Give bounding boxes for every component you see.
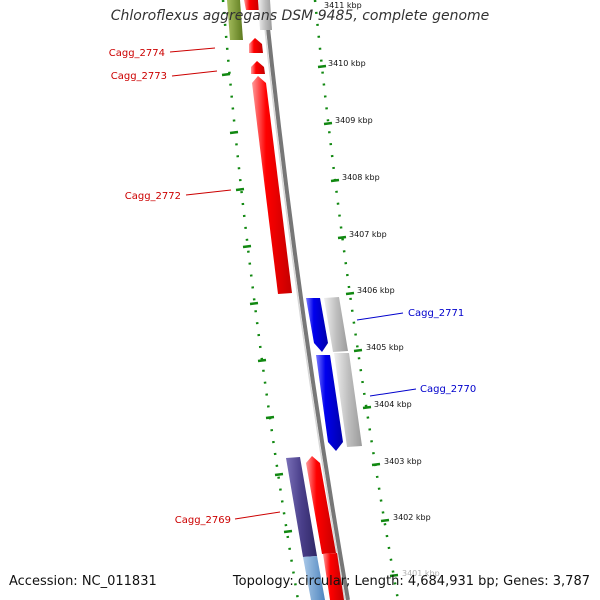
callout-line-2771 xyxy=(356,312,404,321)
right-tick-track xyxy=(313,0,400,600)
kbp-tick-label: 3404 kbp xyxy=(374,400,412,409)
kbp-tick-label: 3402 kbp xyxy=(393,513,431,522)
accession-label: Accession: NC_011831 xyxy=(9,574,157,589)
kbp-tick-label: 3405 kbp xyxy=(366,343,404,352)
gene-cagg-2770[interactable] xyxy=(316,355,343,451)
callout-line-2770 xyxy=(369,388,417,397)
kbp-tick-label: 3407 kbp xyxy=(349,230,387,239)
gene-callouts: Cagg_2774 Cagg_2773 Cagg_2772 Cagg_2771 … xyxy=(109,47,476,526)
gene-partial-bottom[interactable] xyxy=(323,553,344,600)
gene-cagg-2772[interactable] xyxy=(252,76,292,294)
backbone-line xyxy=(263,0,350,600)
gene-label-cagg-2771[interactable]: Cagg_2771 xyxy=(408,308,464,319)
callout-line-2773 xyxy=(171,70,218,77)
grey-feature-2771[interactable] xyxy=(324,297,348,352)
kbp-tick-label: 3403 kbp xyxy=(384,457,422,466)
gene-cagg-2769[interactable] xyxy=(306,456,336,554)
gene-label-cagg-2772[interactable]: Cagg_2772 xyxy=(125,191,181,202)
callout-line-2769 xyxy=(234,511,281,520)
kbp-tick-label: 3406 kbp xyxy=(357,286,395,295)
kbp-tick-label: 3411 kbp xyxy=(324,1,362,10)
gene-label-cagg-2769[interactable]: Cagg_2769 xyxy=(175,515,231,526)
gene-label-cagg-2774[interactable]: Cagg_2774 xyxy=(109,48,165,59)
grey-feature-2770[interactable] xyxy=(334,353,362,447)
feature-blocks xyxy=(227,0,362,600)
kbp-tick-label: 3408 kbp xyxy=(342,173,380,182)
kbp-tick-label: 3401 kbp xyxy=(402,569,440,578)
genome-info-label: Topology: circular; Length: 4,684,931 bp… xyxy=(232,574,590,589)
major-ticks xyxy=(221,64,399,578)
kbp-labels: 3411 kbp 3410 kbp 3409 kbp 3408 kbp 3407… xyxy=(324,1,440,578)
left-tick-track xyxy=(221,0,300,600)
gene-label-cagg-2773[interactable]: Cagg_2773 xyxy=(111,71,167,82)
backbone-highlight xyxy=(261,0,346,600)
gene-partial-top[interactable] xyxy=(244,0,260,10)
grey-feature-top[interactable] xyxy=(258,0,272,30)
gene-cagg-2771[interactable] xyxy=(306,298,328,352)
gene-cagg-2774[interactable] xyxy=(249,38,263,53)
kbp-tick-label: 3409 kbp xyxy=(335,116,373,125)
callout-line-2774 xyxy=(169,47,216,53)
steel-feature[interactable] xyxy=(303,556,325,600)
gene-label-cagg-2770[interactable]: Cagg_2770 xyxy=(420,384,476,395)
orf-feature[interactable] xyxy=(286,457,317,557)
olive-feature[interactable] xyxy=(227,0,243,40)
callout-line-2772 xyxy=(185,189,232,196)
gene-cagg-2773[interactable] xyxy=(251,61,265,74)
kbp-tick-label: 3410 kbp xyxy=(328,59,366,68)
map-title: Chloroflexus aggregans DSM 9485, complet… xyxy=(110,8,490,24)
